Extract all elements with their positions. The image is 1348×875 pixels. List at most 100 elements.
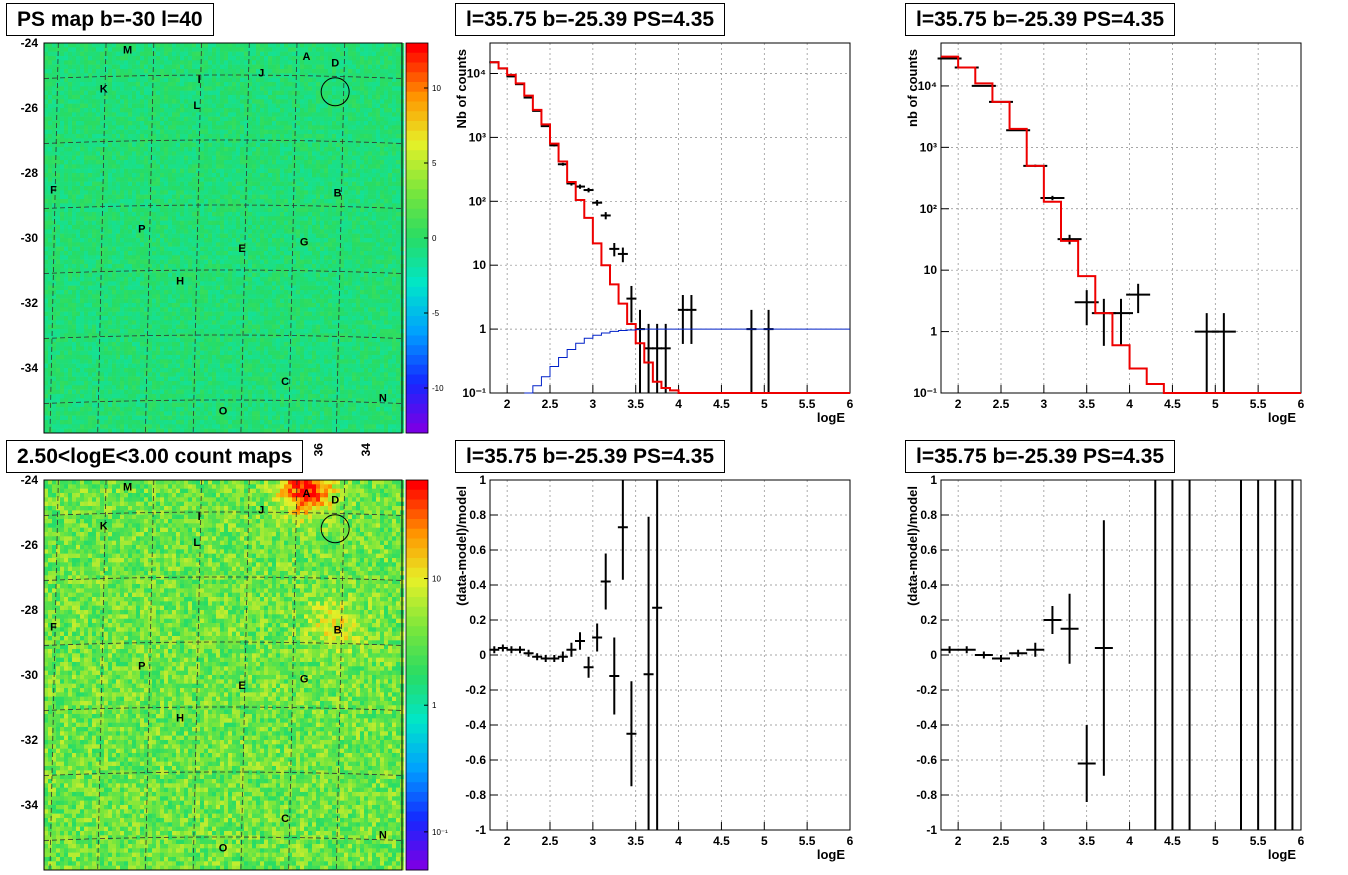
- map-pixel: [244, 233, 249, 239]
- map-pixel: [248, 220, 253, 226]
- map-pixel: [180, 380, 185, 386]
- map-pixel: [244, 380, 249, 386]
- map-pixel: [224, 43, 229, 48]
- map-pixel: [212, 99, 217, 104]
- map-pixel: [64, 229, 69, 234]
- map-pixel: [152, 94, 157, 100]
- map-pixel: [120, 224, 125, 230]
- map-pixel: [104, 272, 109, 278]
- map-pixel: [68, 289, 73, 295]
- map-pixel: [164, 233, 169, 239]
- map-pixel: [84, 129, 89, 135]
- map-pixel: [188, 294, 193, 299]
- map-pixel: [200, 90, 205, 96]
- map-pixel: [220, 233, 225, 239]
- map-pixel: [188, 185, 193, 191]
- map-pixel: [84, 307, 89, 312]
- map-pixel: [156, 281, 161, 286]
- map-pixel: [92, 120, 97, 126]
- map-pixel: [80, 43, 85, 48]
- map-pixel: [264, 68, 269, 74]
- map-pixel: [212, 133, 217, 139]
- map-pixel: [140, 47, 145, 52]
- map-pixel: [64, 60, 69, 65]
- map-pixel: [264, 242, 269, 247]
- map-pixel: [180, 220, 185, 226]
- map-pixel: [96, 367, 101, 373]
- map-pixel: [184, 55, 189, 61]
- map-pixel: [80, 116, 85, 122]
- map-pixel: [208, 428, 213, 434]
- map-pixel: [116, 229, 121, 234]
- map-pixel: [104, 77, 109, 83]
- map-pixel: [244, 367, 249, 373]
- map-pixel: [60, 272, 65, 278]
- map-pixel: [252, 406, 257, 412]
- map-pixel: [76, 385, 81, 390]
- map-pixel: [56, 55, 61, 61]
- map-pixel: [124, 142, 129, 148]
- map-pixel: [72, 185, 77, 191]
- map-pixel: [144, 168, 149, 174]
- map-pixel: [136, 68, 141, 74]
- map-pixel: [156, 133, 161, 139]
- map-pixel: [176, 168, 181, 174]
- map-pixel: [236, 419, 241, 425]
- map-pixel: [180, 177, 185, 182]
- map-pixel: [60, 68, 65, 74]
- map-pixel: [144, 337, 149, 343]
- map-pixel: [160, 107, 165, 113]
- map-pixel: [88, 194, 93, 200]
- map-pixel: [212, 272, 217, 278]
- map-pixel: [180, 406, 185, 412]
- map-pixel: [60, 233, 65, 239]
- map-pixel: [172, 259, 177, 265]
- map-pixel: [228, 341, 233, 347]
- map-pixel: [124, 146, 129, 152]
- map-pixel: [196, 198, 201, 204]
- map-pixel: [248, 73, 253, 78]
- map-pixel: [176, 255, 181, 260]
- map-pixel: [124, 406, 129, 412]
- map-pixel: [84, 398, 89, 403]
- map-pixel: [152, 276, 157, 282]
- map-pixel: [264, 142, 269, 148]
- map-pixel: [260, 237, 265, 243]
- map-pixel: [60, 363, 65, 369]
- map-pixel: [244, 411, 249, 416]
- map-pixel: [168, 146, 173, 152]
- map-pixel: [224, 320, 229, 325]
- map-pixel: [164, 341, 169, 347]
- map-pixel: [120, 324, 125, 330]
- map-pixel: [152, 151, 157, 156]
- map-pixel: [108, 224, 113, 230]
- map-pixel: [124, 285, 129, 291]
- map-pixel: [176, 380, 181, 386]
- map-pixel: [212, 341, 217, 347]
- map-pixel: [252, 419, 257, 425]
- map-pixel: [44, 337, 49, 343]
- map-pixel: [136, 99, 141, 104]
- map-pixel: [200, 398, 205, 403]
- map-pixel: [76, 363, 81, 369]
- map-pixel: [156, 255, 161, 260]
- map-pixel: [88, 185, 93, 191]
- map-pixel: [156, 363, 161, 369]
- map-pixel: [140, 367, 145, 373]
- map-pixel: [212, 194, 217, 200]
- map-pixel: [80, 151, 85, 156]
- map-pixel: [100, 385, 105, 390]
- map-pixel: [140, 51, 145, 57]
- map-pixel: [244, 77, 249, 83]
- map-pixel: [172, 246, 177, 252]
- map-pixel: [208, 107, 213, 113]
- map-pixel: [256, 259, 261, 265]
- map-pixel: [204, 207, 209, 213]
- map-pixel: [160, 224, 165, 230]
- map-pixel: [188, 428, 193, 434]
- map-pixel: [136, 64, 141, 70]
- map-pixel: [76, 47, 81, 52]
- map-pixel: [92, 380, 97, 386]
- map-pixel: [92, 211, 97, 217]
- map-pixel: [128, 272, 133, 278]
